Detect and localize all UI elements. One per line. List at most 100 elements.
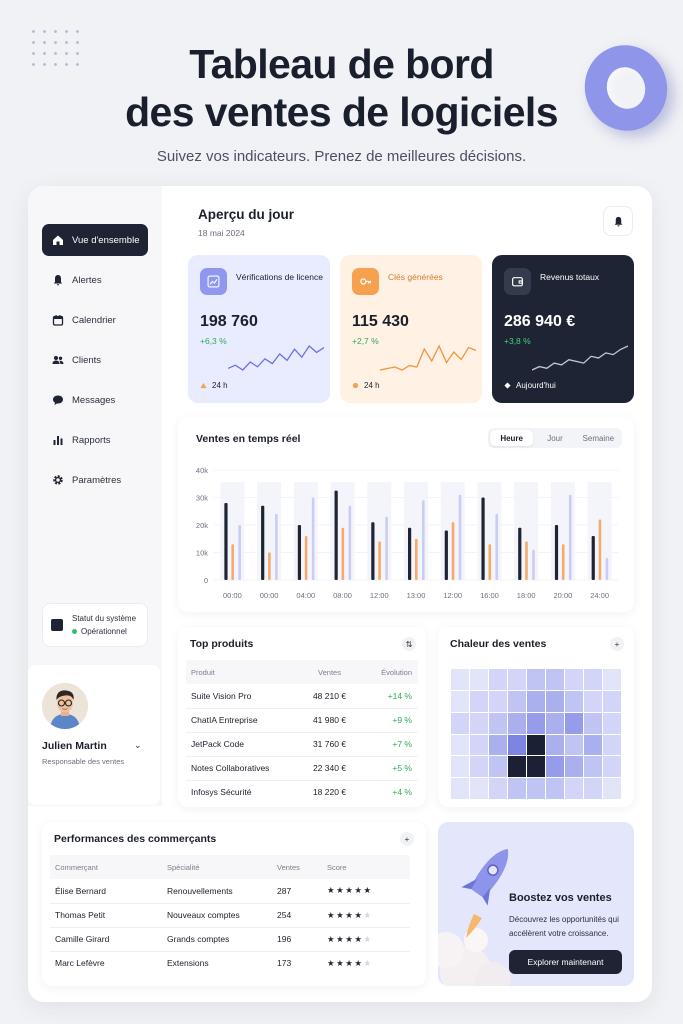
heatmap-cell[interactable]	[527, 756, 545, 778]
table-row[interactable]: ChatIA Entreprise 41 980 € +9 %	[186, 708, 418, 733]
heatmap-cell[interactable]	[546, 778, 564, 799]
heatmap-cell[interactable]	[603, 669, 621, 690]
bar[interactable]	[238, 525, 241, 580]
user-card[interactable]: Julien Martin ⌄ Responsable des ventes	[28, 665, 160, 805]
heatmap-cell[interactable]	[546, 712, 564, 734]
plus-icon[interactable]: +	[400, 832, 414, 846]
heatmap-cell[interactable]	[470, 778, 488, 799]
bar[interactable]	[554, 525, 559, 580]
heatmap-cell[interactable]	[565, 669, 583, 690]
bar[interactable]	[605, 558, 609, 580]
heatmap-cell[interactable]	[508, 669, 526, 690]
heatmap-cell[interactable]	[584, 734, 602, 756]
sidebar-item-overview[interactable]: Vue d'ensemble	[42, 224, 148, 256]
heatmap-cell[interactable]	[584, 778, 602, 799]
heatmap-cell[interactable]	[546, 669, 564, 690]
heatmap-cell[interactable]	[451, 690, 469, 712]
heatmap-cell[interactable]	[451, 756, 469, 778]
sidebar-item-messages[interactable]: Messages	[42, 384, 148, 416]
bar[interactable]	[458, 494, 462, 580]
heatmap-cell[interactable]	[451, 712, 469, 734]
heatmap-cell[interactable]	[508, 734, 526, 756]
heatmap-cell[interactable]	[489, 690, 507, 712]
table-row[interactable]: Suite Vision Pro 48 210 € +14 %	[186, 684, 418, 709]
explore-button[interactable]: Explorer maintenant	[509, 950, 622, 974]
bar[interactable]	[268, 552, 271, 581]
heatmap-cell[interactable]	[508, 778, 526, 799]
bar[interactable]	[275, 514, 278, 580]
table-row[interactable]: Infosys Sécurité 18 220 € +4 %	[186, 780, 418, 804]
bar[interactable]	[224, 503, 228, 580]
heatmap-cell[interactable]	[470, 756, 488, 778]
heatmap-cell[interactable]	[489, 734, 507, 756]
heatmap-cell[interactable]	[565, 690, 583, 712]
heatmap-cell[interactable]	[527, 778, 545, 799]
bar[interactable]	[334, 490, 338, 580]
heatmap-cell[interactable]	[527, 734, 545, 756]
chevron-down-icon[interactable]: ⌄	[134, 740, 142, 750]
bar[interactable]	[481, 497, 485, 581]
table-row[interactable]: Camille Girard Grands comptes 196 ★★★★★	[50, 927, 410, 952]
heatmap-cell[interactable]	[565, 734, 583, 756]
bar[interactable]	[348, 505, 352, 580]
heatmap-cell[interactable]	[603, 712, 621, 734]
heatmap-cell[interactable]	[470, 690, 488, 712]
bar[interactable]	[385, 516, 388, 580]
heatmap-cell[interactable]	[527, 712, 545, 734]
heatmap-cell[interactable]	[489, 669, 507, 690]
bar[interactable]	[297, 525, 302, 580]
heatmap-cell[interactable]	[565, 778, 583, 799]
heatmap-cell[interactable]	[603, 734, 621, 756]
bar[interactable]	[444, 530, 448, 581]
table-row[interactable]: Notes Collaboratives 22 340 € +5 %	[186, 756, 418, 781]
kpi-card-keys-generated[interactable]: Clés générées 115 430 +2,7 % 24 h	[340, 255, 482, 403]
tab-week[interactable]: Semaine	[582, 433, 615, 443]
heatmap-cell[interactable]	[451, 778, 469, 799]
sidebar-item-settings[interactable]: Paramètres	[42, 464, 148, 496]
bar[interactable]	[568, 494, 572, 580]
heatmap-cell[interactable]	[546, 734, 564, 756]
bar[interactable]	[304, 536, 308, 580]
bar[interactable]	[495, 514, 499, 580]
heatmap-cell[interactable]	[546, 690, 564, 712]
heatmap-cell[interactable]	[489, 756, 507, 778]
heatmap-cell[interactable]	[584, 756, 602, 778]
bar[interactable]	[422, 500, 425, 580]
sidebar-item-alerts[interactable]: Alertes	[42, 264, 148, 296]
bar[interactable]	[231, 544, 234, 580]
bar[interactable]	[408, 527, 412, 580]
heatmap-cell[interactable]	[565, 712, 583, 734]
table-row[interactable]: Marc Lefèvre Extensions 173 ★★★★★	[50, 951, 410, 975]
bar[interactable]	[532, 549, 535, 580]
notifications-button[interactable]	[603, 206, 633, 236]
tab-hour[interactable]: Heure	[490, 430, 534, 446]
heatmap-cell[interactable]	[508, 712, 526, 734]
bar[interactable]	[311, 497, 315, 581]
bar[interactable]	[561, 544, 565, 580]
plus-icon[interactable]: +	[610, 637, 624, 651]
tab-day[interactable]: Jour	[547, 433, 563, 443]
heatmap-cell[interactable]	[470, 734, 488, 756]
kpi-card-license-checks[interactable]: Vérifications de licence 198 760 +6,3 % …	[188, 255, 330, 403]
bar[interactable]	[525, 541, 528, 581]
bar[interactable]	[488, 544, 492, 580]
heatmap-cell[interactable]	[546, 756, 564, 778]
heatmap-cell[interactable]	[451, 734, 469, 756]
heatmap-cell[interactable]	[508, 690, 526, 712]
table-row[interactable]: JetPack Code 31 760 € +7 %	[186, 732, 418, 757]
heatmap-cell[interactable]	[489, 712, 507, 734]
system-status-card[interactable]: Statut du système Opérationnel	[42, 603, 148, 647]
heatmap-cell[interactable]	[584, 690, 602, 712]
sort-icon[interactable]: ⇅	[402, 637, 416, 651]
sidebar-item-calendar[interactable]: Calendrier	[42, 304, 148, 336]
bar[interactable]	[378, 541, 381, 581]
heatmap-cell[interactable]	[470, 712, 488, 734]
heatmap-cell[interactable]	[584, 669, 602, 690]
bar[interactable]	[415, 538, 418, 580]
heatmap-cell[interactable]	[527, 690, 545, 712]
heatmap-cell[interactable]	[508, 756, 526, 778]
heatmap-cell[interactable]	[565, 756, 583, 778]
bar[interactable]	[518, 527, 522, 580]
heatmap-cell[interactable]	[489, 778, 507, 799]
heatmap-cell[interactable]	[603, 756, 621, 778]
